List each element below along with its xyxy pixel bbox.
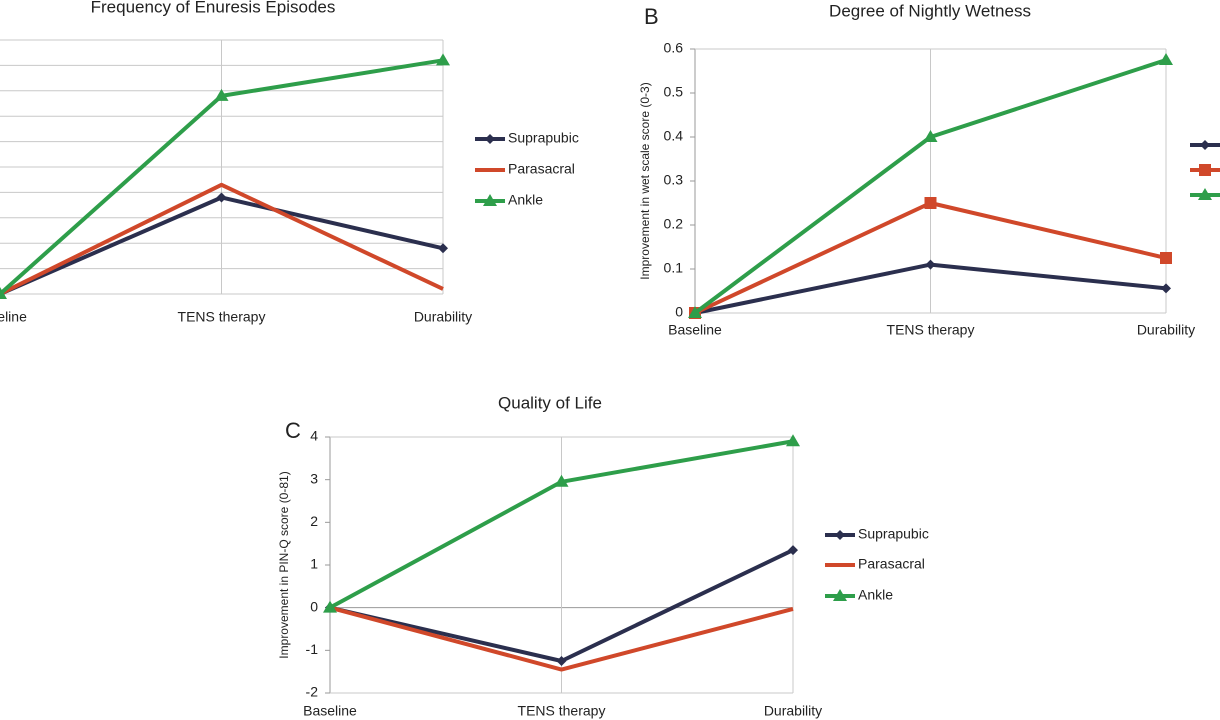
x-tick-label: TENS therapy bbox=[178, 309, 266, 325]
y-tick-label: 0.1 bbox=[664, 260, 684, 276]
marker bbox=[1159, 53, 1173, 65]
y-tick-label: 3 bbox=[310, 470, 318, 486]
y-tick-label: 2 bbox=[310, 513, 318, 529]
marker bbox=[833, 589, 847, 601]
legend-label: Ankle bbox=[508, 192, 543, 208]
chart-title: Degree of Nightly Wetness bbox=[829, 1, 1031, 20]
y-tick-label: 4 bbox=[310, 428, 318, 444]
y-tick-label: 0.2 bbox=[664, 216, 684, 232]
legend-label: Parasacral bbox=[858, 556, 925, 572]
y-axis-label: Improvement in PIN-Q score (0-81) bbox=[277, 471, 291, 658]
marker bbox=[1160, 252, 1172, 264]
series-line bbox=[329, 605, 794, 672]
x-tick-label: Durability bbox=[764, 703, 822, 719]
y-tick-label: 0.6 bbox=[664, 40, 684, 56]
marker bbox=[786, 434, 800, 447]
y-tick-label: 0.3 bbox=[664, 172, 684, 188]
marker bbox=[214, 88, 229, 101]
y-tick-label: 1 bbox=[310, 556, 318, 572]
marker bbox=[1161, 283, 1171, 294]
panel-label: B bbox=[644, 4, 659, 29]
x-tick-label: Baseline bbox=[668, 322, 722, 338]
y-tick-label: 0 bbox=[310, 598, 318, 614]
marker bbox=[0, 287, 7, 299]
marker bbox=[554, 474, 569, 487]
y-tick-label: 0 bbox=[675, 304, 683, 320]
marker bbox=[923, 130, 938, 142]
legend-label: Suprapubic bbox=[858, 526, 929, 542]
marker bbox=[483, 194, 497, 206]
x-tick-label: Durability bbox=[414, 309, 472, 325]
y-axis-label: Improvement in wet scale score (0-3) bbox=[638, 82, 652, 279]
y-tick-label: -1 bbox=[306, 641, 319, 657]
chart-title: Frequency of Enuresis Episodes bbox=[91, 0, 336, 16]
marker bbox=[216, 192, 227, 203]
marker bbox=[438, 243, 448, 254]
x-tick-label: Durability bbox=[1137, 322, 1195, 338]
marker bbox=[788, 545, 798, 556]
marker bbox=[924, 197, 937, 209]
marker bbox=[835, 530, 845, 540]
x-tick-label: TENS therapy bbox=[518, 703, 606, 719]
marker bbox=[485, 134, 495, 144]
marker bbox=[556, 656, 567, 666]
marker bbox=[1199, 164, 1211, 176]
series-line bbox=[0, 182, 444, 296]
legend-label: Suprapubic bbox=[508, 130, 579, 146]
legend-label: Parasacral bbox=[508, 161, 575, 177]
marker bbox=[436, 53, 450, 66]
x-tick-label: Baseline bbox=[303, 703, 357, 719]
legend-label: Ankle bbox=[858, 587, 893, 603]
x-tick-label: Baseline bbox=[0, 309, 27, 325]
marker bbox=[925, 259, 936, 270]
marker bbox=[1200, 140, 1210, 150]
y-tick-label: 0.4 bbox=[664, 128, 684, 144]
y-tick-label: 0.5 bbox=[664, 84, 684, 100]
y-tick-label: -2 bbox=[306, 684, 319, 700]
x-tick-label: TENS therapy bbox=[887, 322, 975, 338]
marker bbox=[1198, 188, 1212, 200]
marker bbox=[688, 306, 702, 318]
marker bbox=[323, 600, 337, 613]
chart-title: Quality of Life bbox=[498, 393, 602, 412]
panel-label: C bbox=[285, 418, 301, 443]
